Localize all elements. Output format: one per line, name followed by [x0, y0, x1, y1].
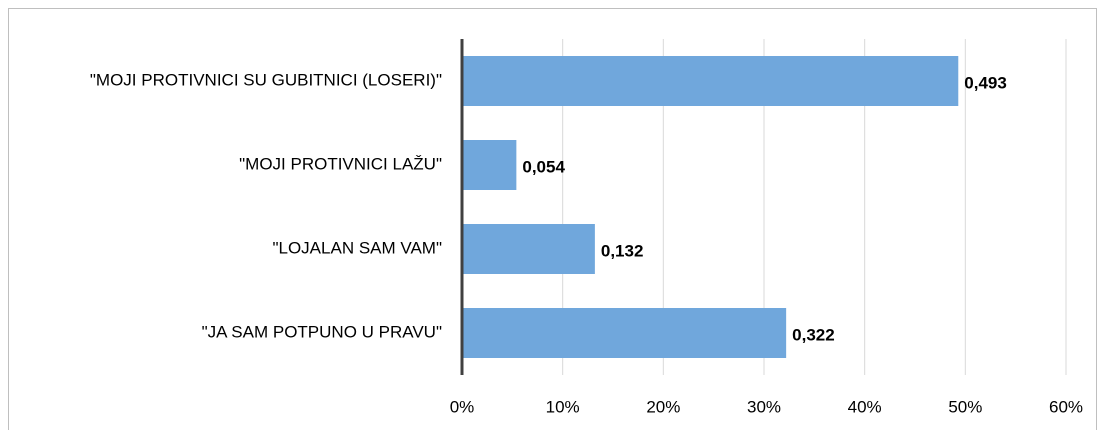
chart-border	[8, 8, 1097, 430]
y-tick-label: "LOJALAN SAM VAM"	[272, 238, 442, 257]
x-tick-label: 50%	[948, 397, 982, 416]
x-tick-label: 40%	[848, 397, 882, 416]
value-label: 0,054	[522, 157, 565, 176]
x-tick-label: 10%	[546, 397, 580, 416]
x-tick-label: 60%	[1049, 397, 1083, 416]
y-tick-label: "MOJI PROTIVNICI LAŽU"	[239, 154, 442, 173]
x-tick-label: 30%	[747, 397, 781, 416]
x-tick-label: 0%	[450, 397, 475, 416]
bar	[462, 224, 595, 274]
y-tick-label: "JA SAM POTPUNO U PRAVU"	[202, 322, 442, 341]
value-label: 0,493	[964, 73, 1007, 92]
bar	[462, 308, 787, 358]
bar	[462, 140, 517, 190]
bar	[462, 56, 959, 106]
value-label: 0,322	[792, 325, 835, 344]
value-label: 0,132	[601, 241, 644, 260]
x-tick-label: 20%	[646, 397, 680, 416]
y-tick-label: "MOJI PROTIVNICI SU GUBITNICI (LOSERI)"	[90, 70, 442, 89]
